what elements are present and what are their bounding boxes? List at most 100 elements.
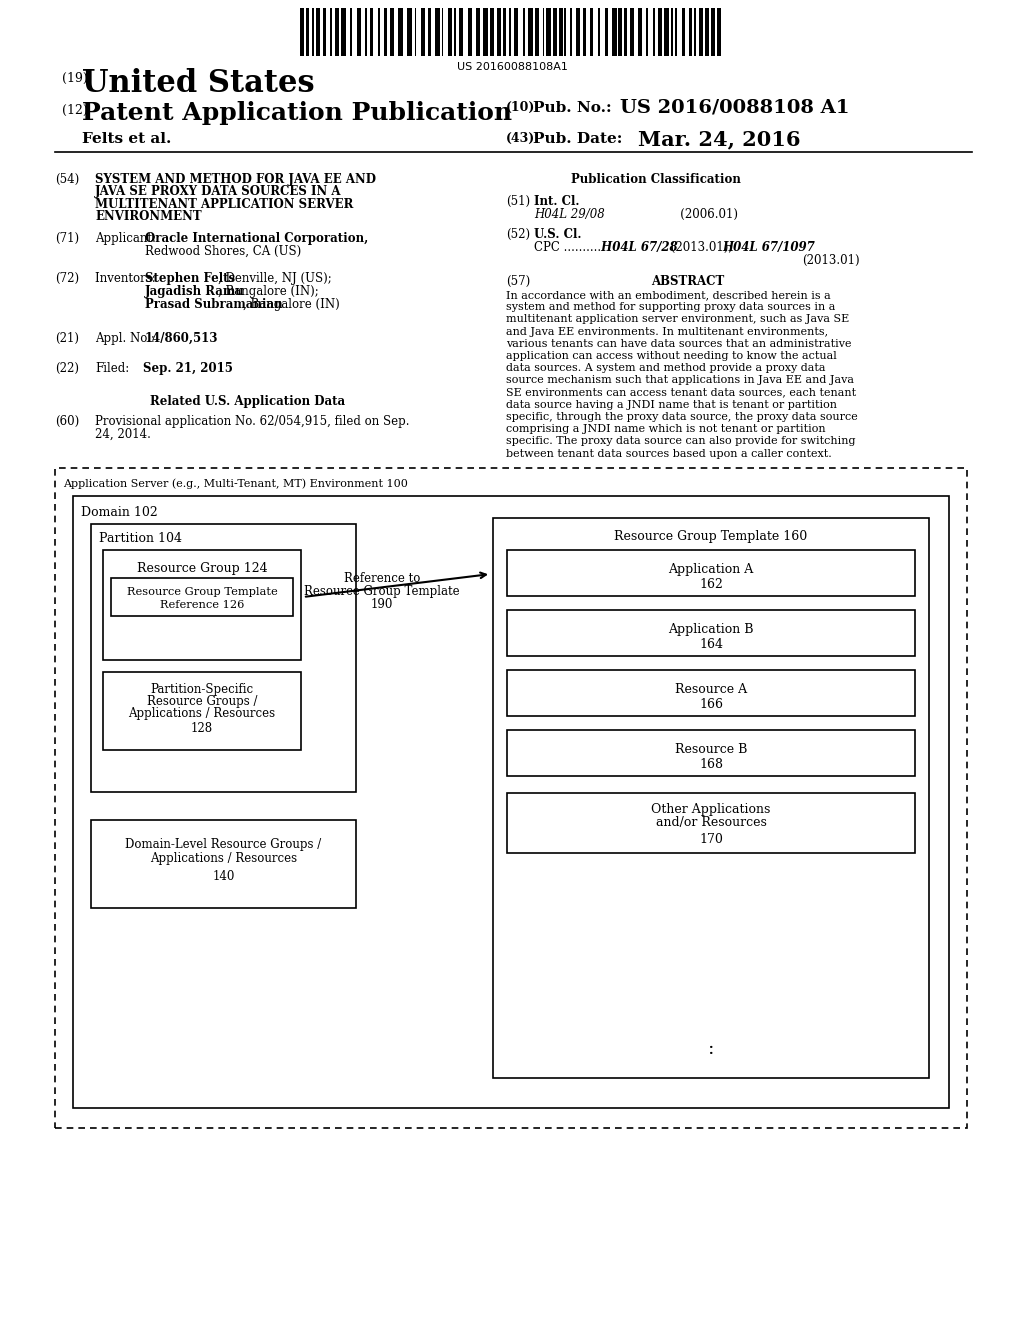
Text: and/or Resources: and/or Resources [655, 816, 766, 829]
Text: Reference to: Reference to [344, 572, 420, 585]
Bar [598, 8, 600, 55]
Text: various tenants can have data sources that an administrative: various tenants can have data sources th… [506, 339, 852, 348]
Text: (72): (72) [55, 272, 79, 285]
Bar [111, 578, 293, 616]
Bar [435, 8, 440, 55]
Bar [390, 8, 394, 55]
Text: JAVA SE PROXY DATA SOURCES IN A: JAVA SE PROXY DATA SOURCES IN A [95, 186, 341, 198]
Bar [584, 8, 586, 55]
Bar [514, 8, 518, 55]
Text: (12): (12) [62, 104, 88, 117]
Bar [341, 8, 346, 55]
Bar [569, 8, 572, 55]
Text: (19): (19) [62, 73, 88, 84]
Bar [447, 8, 453, 55]
Bar [646, 8, 648, 55]
Text: (2006.01): (2006.01) [639, 209, 738, 220]
Bar [675, 8, 677, 55]
Bar [356, 8, 361, 55]
Bar [476, 8, 480, 55]
Bar [509, 8, 511, 55]
Bar [103, 672, 301, 750]
Bar [324, 8, 327, 55]
Text: Pub. Date:: Pub. Date: [534, 132, 623, 147]
Text: (71): (71) [55, 232, 79, 246]
Bar [618, 8, 622, 55]
Text: 162: 162 [699, 578, 723, 591]
Bar [507, 550, 915, 597]
Text: MULTITENANT APPLICATION SERVER: MULTITENANT APPLICATION SERVER [95, 198, 353, 211]
Text: Other Applications: Other Applications [651, 803, 771, 816]
Text: 166: 166 [699, 698, 723, 711]
Text: Prasad Subramanian: Prasad Subramanian [145, 298, 283, 312]
Bar [564, 8, 566, 55]
Bar [706, 8, 709, 55]
Bar [371, 8, 373, 55]
Bar [311, 8, 313, 55]
Bar [300, 8, 303, 55]
Bar [335, 8, 339, 55]
Text: SE environments can access tenant data sources, each tenant: SE environments can access tenant data s… [506, 388, 856, 397]
Text: , Bangalore (IN): , Bangalore (IN) [243, 298, 340, 312]
Text: data source having a JNDI name that is tenant or partition: data source having a JNDI name that is t… [506, 400, 837, 409]
Text: Appl. No.:: Appl. No.: [95, 333, 159, 345]
Bar [490, 8, 494, 55]
Bar [712, 8, 715, 55]
Bar [559, 8, 562, 55]
Bar [493, 517, 929, 1078]
Text: Partition-Specific: Partition-Specific [151, 682, 254, 696]
Text: Redwood Shores, CA (US): Redwood Shores, CA (US) [145, 246, 301, 257]
Bar [523, 8, 524, 55]
Text: SYSTEM AND METHOD FOR JAVA EE AND: SYSTEM AND METHOD FOR JAVA EE AND [95, 173, 376, 186]
Text: 168: 168 [699, 758, 723, 771]
Text: Application A: Application A [669, 564, 754, 576]
Text: (51): (51) [506, 195, 530, 209]
Text: , Bangalore (IN);: , Bangalore (IN); [218, 285, 318, 298]
Text: Publication Classification: Publication Classification [571, 173, 741, 186]
Bar [408, 8, 412, 55]
Bar [535, 8, 539, 55]
Text: multitenant application server environment, such as Java SE: multitenant application server environme… [506, 314, 849, 325]
Text: between tenant data sources based upon a caller context.: between tenant data sources based upon a… [506, 449, 831, 458]
Text: application can access without needing to know the actual: application can access without needing t… [506, 351, 837, 360]
Bar [468, 8, 472, 55]
Bar [55, 469, 967, 1129]
Bar [459, 8, 463, 55]
Bar [316, 8, 319, 55]
Bar [483, 8, 487, 55]
Bar [698, 8, 703, 55]
Text: (52): (52) [506, 228, 530, 242]
Text: Mar. 24, 2016: Mar. 24, 2016 [638, 129, 801, 149]
Text: (2013.01): (2013.01) [802, 253, 859, 267]
Text: Partition 104: Partition 104 [99, 532, 182, 545]
Bar [378, 8, 380, 55]
Text: Applications / Resources: Applications / Resources [150, 851, 297, 865]
Text: In accordance with an embodiment, described herein is a: In accordance with an embodiment, descri… [506, 290, 830, 300]
Text: Inventors:: Inventors: [95, 272, 160, 285]
Text: US 2016/0088108 A1: US 2016/0088108 A1 [620, 98, 850, 116]
Text: Applicant:: Applicant: [95, 232, 160, 246]
Bar [577, 8, 580, 55]
Bar [682, 8, 685, 55]
Bar [507, 730, 915, 776]
Text: specific. The proxy data source can also provide for switching: specific. The proxy data source can also… [506, 437, 855, 446]
Text: CPC ..........: CPC .......... [534, 242, 601, 253]
Bar [694, 8, 696, 55]
Text: Application Server (e.g., Multi-Tenant, MT) Environment 100: Application Server (e.g., Multi-Tenant, … [63, 478, 408, 488]
Text: Applications / Resources: Applications / Resources [128, 708, 275, 719]
Bar [365, 8, 367, 55]
Bar [528, 8, 532, 55]
Bar [103, 550, 301, 660]
Text: H04L 29/08: H04L 29/08 [534, 209, 605, 220]
Text: Felts et al.: Felts et al. [82, 132, 171, 147]
Bar [306, 8, 309, 55]
Bar [652, 8, 654, 55]
Bar [91, 524, 356, 792]
Bar [630, 8, 634, 55]
Bar [349, 8, 352, 55]
Bar [441, 8, 443, 55]
Text: U.S. Cl.: U.S. Cl. [534, 228, 582, 242]
Bar [543, 8, 545, 55]
Bar [91, 820, 356, 908]
Bar [73, 496, 949, 1107]
